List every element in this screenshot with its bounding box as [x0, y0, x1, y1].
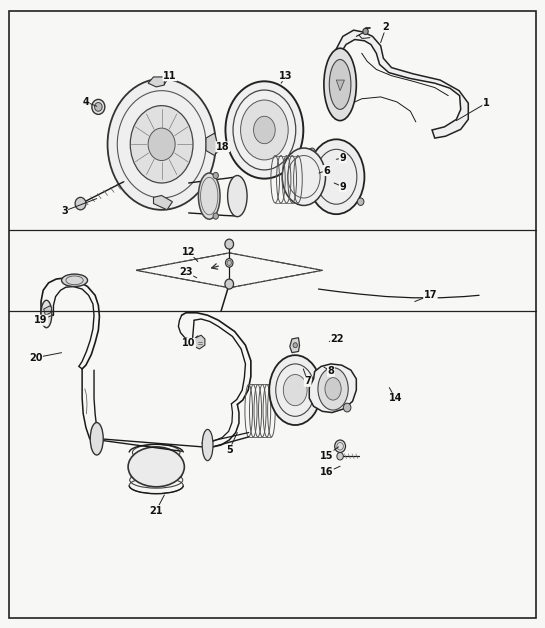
- Text: 20: 20: [29, 353, 43, 362]
- Circle shape: [225, 279, 234, 289]
- Text: 18: 18: [216, 142, 229, 152]
- Text: 10: 10: [182, 338, 196, 349]
- Circle shape: [363, 28, 368, 35]
- Circle shape: [226, 259, 233, 267]
- Ellipse shape: [198, 173, 220, 219]
- Text: 4: 4: [82, 97, 89, 107]
- Ellipse shape: [62, 274, 88, 286]
- Text: 19: 19: [34, 315, 48, 325]
- Text: 11: 11: [163, 71, 177, 80]
- Circle shape: [213, 213, 219, 219]
- Ellipse shape: [282, 148, 325, 205]
- Ellipse shape: [308, 139, 365, 214]
- Text: 17: 17: [423, 290, 437, 300]
- Ellipse shape: [318, 367, 348, 410]
- Text: 12: 12: [182, 247, 196, 257]
- Circle shape: [92, 99, 105, 114]
- Ellipse shape: [240, 100, 288, 160]
- Ellipse shape: [41, 300, 52, 328]
- Text: 6: 6: [323, 166, 330, 175]
- Circle shape: [75, 197, 86, 210]
- Ellipse shape: [253, 116, 275, 144]
- Circle shape: [358, 198, 364, 205]
- Ellipse shape: [130, 106, 193, 183]
- Circle shape: [293, 343, 298, 348]
- Ellipse shape: [325, 377, 341, 400]
- Circle shape: [343, 403, 351, 412]
- Polygon shape: [309, 364, 356, 413]
- Ellipse shape: [202, 430, 213, 460]
- Circle shape: [95, 102, 102, 111]
- Text: 7: 7: [304, 376, 311, 386]
- Ellipse shape: [128, 447, 184, 487]
- Ellipse shape: [226, 81, 304, 178]
- Text: 15: 15: [320, 451, 334, 460]
- Ellipse shape: [329, 60, 351, 109]
- Text: 3: 3: [61, 206, 68, 216]
- Circle shape: [308, 148, 315, 156]
- Polygon shape: [44, 306, 52, 315]
- Text: 22: 22: [331, 334, 344, 344]
- Text: 1: 1: [483, 98, 489, 108]
- Text: 9: 9: [340, 181, 346, 192]
- Ellipse shape: [269, 355, 321, 425]
- Circle shape: [225, 239, 234, 249]
- Polygon shape: [290, 338, 300, 353]
- Ellipse shape: [148, 128, 175, 161]
- Text: 5: 5: [226, 445, 233, 455]
- Polygon shape: [206, 133, 219, 156]
- Text: 21: 21: [149, 506, 163, 516]
- Circle shape: [213, 173, 219, 178]
- Polygon shape: [336, 80, 344, 90]
- Text: 8: 8: [328, 366, 334, 376]
- Text: 13: 13: [279, 71, 293, 80]
- Circle shape: [335, 440, 346, 453]
- Text: 14: 14: [389, 393, 402, 403]
- Text: 9: 9: [340, 153, 346, 163]
- Ellipse shape: [283, 374, 307, 406]
- Polygon shape: [335, 30, 468, 138]
- Polygon shape: [148, 77, 165, 87]
- Circle shape: [337, 453, 343, 460]
- Text: 16: 16: [320, 467, 334, 477]
- Ellipse shape: [228, 175, 247, 217]
- Ellipse shape: [107, 79, 216, 210]
- Polygon shape: [154, 195, 172, 210]
- Text: 2: 2: [383, 22, 390, 32]
- Polygon shape: [194, 335, 205, 349]
- Ellipse shape: [324, 48, 356, 121]
- Text: 23: 23: [179, 267, 193, 277]
- Ellipse shape: [90, 423, 103, 455]
